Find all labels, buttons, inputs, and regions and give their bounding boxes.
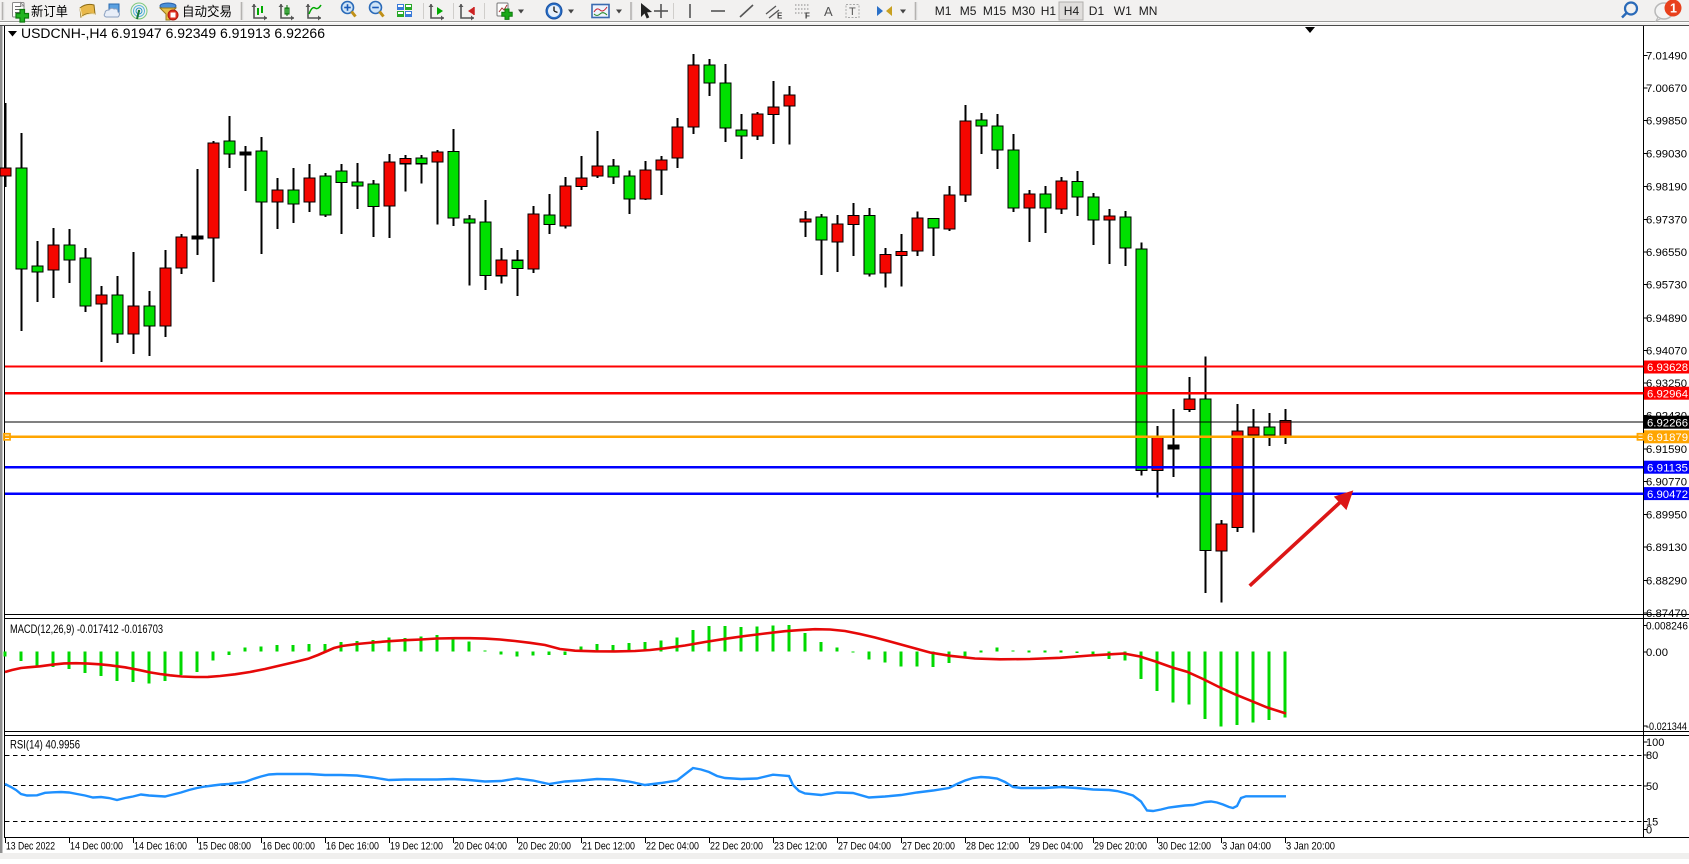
svg-text:6.90472: 6.90472 [1647,489,1688,501]
svg-text:H1: H1 [1041,4,1057,18]
svg-text:6.96550: 6.96550 [1646,247,1687,259]
svg-text:6.95730: 6.95730 [1646,280,1687,292]
svg-text:E: E [777,12,783,21]
svg-text:6.91135: 6.91135 [1647,462,1688,474]
svg-text:0.008246: 0.008246 [1646,621,1688,633]
svg-text:USDCNH-,H4 6.91947 6.92349 6.: USDCNH-,H4 6.91947 6.92349 6.91913 6.922… [21,26,325,41]
svg-text:100: 100 [1646,737,1664,749]
svg-text:6.92266: 6.92266 [1647,417,1688,429]
svg-text:6.91590: 6.91590 [1646,444,1687,456]
svg-text:20 Dec 20:00: 20 Dec 20:00 [518,841,571,853]
svg-text:7.00670: 7.00670 [1646,83,1687,95]
svg-text:F: F [805,12,810,21]
svg-text:6.89950: 6.89950 [1646,509,1687,521]
svg-text:M5: M5 [960,4,977,18]
svg-text:19 Dec 12:00: 19 Dec 12:00 [390,841,443,853]
svg-text:-0.021344: -0.021344 [1646,721,1687,733]
svg-text:6.92964: 6.92964 [1647,388,1688,400]
svg-text:0: 0 [1646,825,1652,837]
svg-text:3 Jan 20:00: 3 Jan 20:00 [1286,841,1335,853]
svg-text:27 Dec 20:00: 27 Dec 20:00 [902,841,955,853]
svg-text:22 Dec 20:00: 22 Dec 20:00 [710,841,763,853]
svg-text:15 Dec 08:00: 15 Dec 08:00 [198,841,251,853]
svg-text:23 Dec 12:00: 23 Dec 12:00 [774,841,827,853]
svg-text:21 Dec 12:00: 21 Dec 12:00 [582,841,635,853]
svg-text:6.89130: 6.89130 [1646,542,1687,554]
svg-text:0.00: 0.00 [1646,647,1668,659]
svg-text:1: 1 [1670,2,1677,16]
svg-text:20 Dec 04:00: 20 Dec 04:00 [454,841,507,853]
svg-text:6.94070: 6.94070 [1646,346,1687,358]
svg-text:6.97370: 6.97370 [1646,214,1687,226]
svg-text:M30: M30 [1012,4,1036,18]
svg-text:22 Dec 04:00: 22 Dec 04:00 [646,841,699,853]
svg-text:16 Dec 16:00: 16 Dec 16:00 [326,841,379,853]
svg-text:W1: W1 [1114,4,1132,18]
svg-text:80: 80 [1646,750,1658,762]
svg-text:13 Dec 2022: 13 Dec 2022 [6,841,55,853]
svg-text:6.87470: 6.87470 [1646,608,1687,620]
svg-text:6.90770: 6.90770 [1646,477,1687,489]
svg-text:6.99030: 6.99030 [1646,148,1687,160]
svg-text:6.93628: 6.93628 [1647,362,1688,374]
svg-text:14 Dec 16:00: 14 Dec 16:00 [134,841,187,853]
svg-text:30 Dec 12:00: 30 Dec 12:00 [1158,841,1211,853]
svg-text:自动交易: 自动交易 [182,4,232,19]
svg-text:29 Dec 04:00: 29 Dec 04:00 [1030,841,1083,853]
svg-text:14 Dec 00:00: 14 Dec 00:00 [70,841,123,853]
svg-text:H4: H4 [1064,4,1080,18]
svg-text:6.98190: 6.98190 [1646,182,1687,194]
svg-text:RSI(14) 40.9956: RSI(14) 40.9956 [10,738,80,752]
svg-text:MACD(12,26,9) -0.017412 -0.016: MACD(12,26,9) -0.017412 -0.016703 [10,622,163,636]
svg-text:M15: M15 [983,4,1007,18]
svg-text:6.94890: 6.94890 [1646,313,1687,325]
svg-text:16 Dec 00:00: 16 Dec 00:00 [262,841,315,853]
svg-text:15: 15 [1646,817,1658,829]
svg-text:6.88290: 6.88290 [1646,575,1687,587]
svg-text:T: T [849,6,856,18]
svg-text:6.91879: 6.91879 [1647,432,1688,444]
svg-text:27 Dec 04:00: 27 Dec 04:00 [838,841,891,853]
svg-text:D1: D1 [1089,4,1105,18]
svg-text:7.01490: 7.01490 [1646,51,1687,63]
svg-text:29 Dec 20:00: 29 Dec 20:00 [1094,841,1147,853]
svg-text:6.99850: 6.99850 [1646,116,1687,128]
svg-text:50: 50 [1646,781,1658,793]
svg-text:新订单: 新订单 [31,4,68,19]
svg-text:28 Dec 12:00: 28 Dec 12:00 [966,841,1019,853]
svg-text:M1: M1 [935,4,952,18]
svg-text:A: A [824,4,833,19]
svg-text:MN: MN [1139,4,1158,18]
svg-text:3 Jan 04:00: 3 Jan 04:00 [1222,841,1271,853]
